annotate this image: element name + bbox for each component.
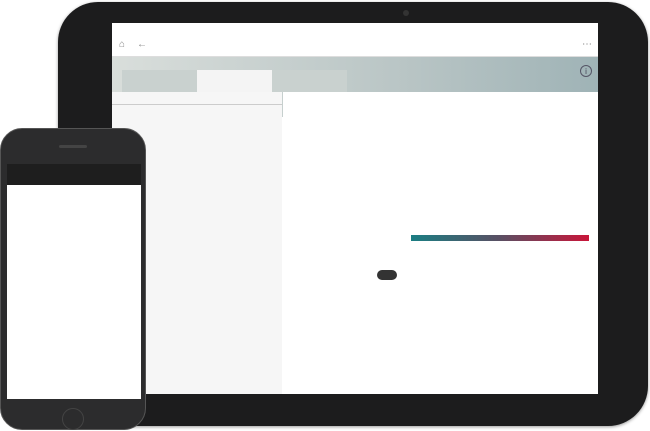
- iphone-speaker: [59, 145, 87, 148]
- period-2w[interactable]: [411, 270, 431, 280]
- iphone-frame: [0, 128, 146, 430]
- ipad-nav-bar: ⌂ ← ⋯: [112, 33, 598, 57]
- ipad-status-bar: [112, 23, 598, 33]
- iphone-home-button[interactable]: [62, 408, 84, 430]
- home-icon[interactable]: ⌂: [118, 39, 126, 50]
- iphone-screen: [7, 164, 141, 399]
- period-1w[interactable]: [377, 270, 397, 280]
- color-scale-ticks: [408, 227, 596, 235]
- exposure-line-chart: [283, 282, 598, 394]
- availability-bar-chart: [11, 206, 137, 366]
- period-6w[interactable]: [479, 270, 499, 280]
- more-icon[interactable]: ⋯: [582, 39, 592, 50]
- iphone-status-bar: [7, 164, 141, 172]
- exposure-treemap: [283, 112, 598, 215]
- period-selector: [377, 270, 499, 280]
- detail-area: [283, 92, 598, 394]
- sector-prompt: [112, 92, 282, 100]
- sector-table-header: [112, 100, 282, 105]
- color-scale-bar: [411, 235, 589, 241]
- info-icon[interactable]: i: [580, 65, 592, 77]
- iphone-chart-title: [7, 185, 141, 188]
- tab-investments[interactable]: [272, 70, 347, 92]
- iphone-nav-bar: [7, 172, 141, 185]
- ipad-screen: ⌂ ← ⋯ i: [112, 23, 598, 394]
- period-4w[interactable]: [445, 270, 465, 280]
- long-short-header: [283, 92, 598, 98]
- treemap-legend: [283, 216, 598, 246]
- sector-exposure-header: [283, 249, 598, 265]
- back-arrow-icon[interactable]: ←: [137, 39, 147, 50]
- tab-bar: [122, 70, 347, 92]
- tab-sector[interactable]: [197, 70, 272, 92]
- ipad-camera: [403, 10, 409, 16]
- tab-counterparty[interactable]: [122, 70, 197, 92]
